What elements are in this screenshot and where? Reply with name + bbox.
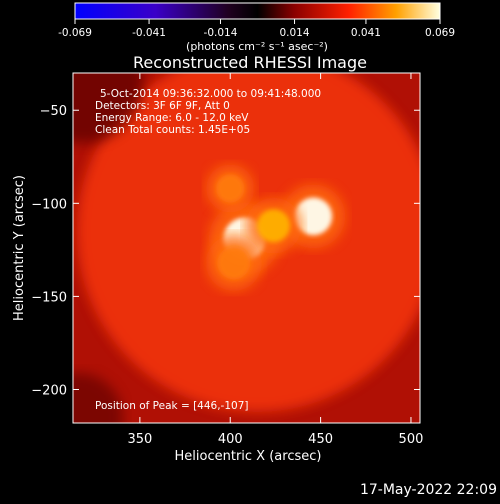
colorbar-tick-label: 0.069 <box>425 27 455 39</box>
plot-frame <box>72 72 421 424</box>
info-line: 5-Oct-2014 09:36:32.000 to 09:41:48.000 <box>100 88 321 100</box>
y-tick-label: −100 <box>31 197 67 212</box>
colorbar-tick-label: 0.014 <box>279 27 309 39</box>
info-line: Energy Range: 6.0 - 12.0 keV <box>95 112 249 124</box>
colorbar-tick-label: -0.041 <box>132 27 166 39</box>
info-text: 5-Oct-2014 09:36:32.000 to 09:41:48.000D… <box>95 88 321 136</box>
colorbar: -0.069 -0.041 -0.014 0.014 0.041 0.069 (photo… <box>58 2 455 53</box>
colorbar-tick-label: -0.069 <box>58 27 92 39</box>
heatmap-dark-corner <box>73 73 143 143</box>
y-tick-label: −150 <box>31 290 67 305</box>
colorbar-tick-label: 0.041 <box>351 27 381 39</box>
x-tick-label: 450 <box>308 432 333 447</box>
y-tick-label: −200 <box>31 383 67 398</box>
info-line: Clean Total counts: 1.45E+05 <box>95 124 250 136</box>
y-axis-ticks: −50 −100 −150 −200 <box>31 104 420 398</box>
heatmap-source-core <box>257 209 291 243</box>
heatmap-source-core <box>216 174 245 203</box>
x-tick-label: 350 <box>127 432 152 447</box>
colorbar-unit-label: (photons cm⁻² s⁻¹ asec⁻²) <box>186 40 328 53</box>
x-axis-ticks: 350 400 450 500 <box>127 73 423 447</box>
colorbar-gradient <box>74 2 441 20</box>
x-axis-label: Heliocentric X (arcsec) <box>175 449 322 464</box>
peak-position-label: Position of Peak = [446,-107] <box>95 400 249 412</box>
chart-title: Reconstructed RHESSI Image <box>133 53 367 72</box>
plot-area <box>73 73 420 423</box>
x-tick-label: 500 <box>399 432 424 447</box>
colorbar-tick-label: -0.014 <box>204 27 238 39</box>
heatmap-source-core <box>217 246 251 280</box>
y-tick-label: −50 <box>40 104 67 119</box>
heatmap-dark-corner <box>73 373 123 423</box>
x-tick-label: 400 <box>218 432 243 447</box>
heatmap-source-core <box>294 197 333 236</box>
footer-timestamp: 17-May-2022 22:09 <box>360 482 497 498</box>
y-axis-label: Heliocentric Y (arcsec) <box>12 175 27 321</box>
heatmap-sources <box>73 73 420 423</box>
colorbar-ticks: -0.069 -0.041 -0.014 0.014 0.041 0.069 <box>58 19 455 39</box>
info-line: Detectors: 3F 6F 9F, Att 0 <box>95 100 230 112</box>
